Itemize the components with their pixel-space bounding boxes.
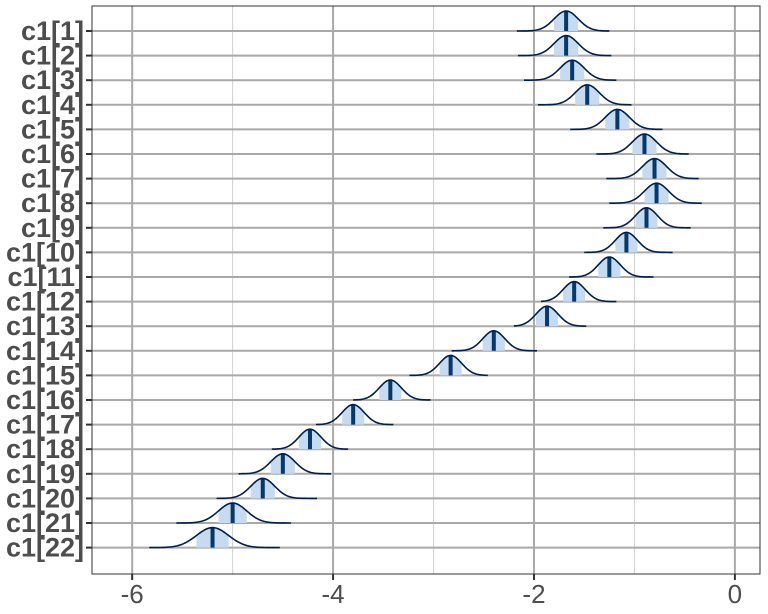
ridge-c1[5] [570,108,663,131]
ridge-density-outline [570,108,663,131]
ridge-density-outline [540,280,617,303]
ridge-density-outline [451,330,537,352]
ridge-density-outline [513,305,587,327]
y-tick-label: c1[15] [6,360,84,390]
ridge-density-outline [603,207,691,229]
ridge-c1[16] [353,379,431,401]
ridge-c1[4] [537,83,632,106]
ridge-density-outline [609,182,702,204]
y-tick-label: c1[12] [6,287,84,317]
ridge-c1[15] [409,354,488,377]
ridge-density-outline [596,133,689,155]
y-tick-label: c1[3] [21,65,84,95]
ridge-c1[21] [176,502,291,524]
ridge-density-outline [517,34,612,57]
y-tick-label: c1[11] [7,262,84,292]
ridge-c1[20] [216,477,318,500]
ridge-density-outline [353,379,431,401]
y-tick-label: c1[5] [21,114,84,144]
ridge-density-outline [409,354,488,377]
x-tick-label: -4 [322,579,345,609]
ridge-density-outline [216,477,318,500]
ridge-c1[1] [516,10,610,32]
ridge-density-outline [523,59,617,81]
ridge-density-outline [149,526,280,549]
ridge-c1[18] [271,428,349,450]
ridge-c1[17] [315,403,394,426]
y-tick-label: c1[21] [6,508,84,538]
ridge-c1[9] [603,207,691,229]
y-tick-label: c1[1] [21,16,84,46]
ridge-c1[10] [584,231,673,254]
plot-panel-border [91,5,761,575]
x-tick-label: -6 [121,579,144,609]
ridge-c1[12] [540,280,617,303]
ridge-density-outline [584,231,673,254]
y-tick-label: c1[17] [6,410,84,440]
ridge-density-outline [606,157,699,180]
y-tick-label: c1[19] [6,459,84,489]
ridge-density-outline [238,453,332,475]
ridge-density-outline [516,10,610,32]
y-tick-label: c1[10] [6,237,84,267]
y-axis: c1[1]c1[2]c1[3]c1[4]c1[5]c1[6]c1[7]c1[8]… [6,16,92,563]
x-tick-label: -2 [522,579,545,609]
y-tick-label: c1[2] [21,41,84,71]
density-ridges [149,10,702,549]
ridge-c1[3] [523,59,617,81]
ridge-density-outline [271,428,349,450]
x-tick-label: 0 [728,579,742,609]
ridge-c1[7] [606,157,699,180]
y-tick-label: c1[18] [6,434,84,464]
y-tick-label: c1[20] [6,483,84,513]
y-tick-label: c1[14] [6,336,84,366]
x-axis: -6 -4 -2 0 [121,574,742,609]
y-tick-label: c1[7] [21,164,84,194]
y-tick-label: c1[9] [21,213,84,243]
ridge-density-outline [176,502,291,524]
ridge-c1[8] [609,182,702,204]
ridge-density-outline [537,83,632,106]
ridge-c1[19] [238,453,332,475]
ridge-c1[13] [513,305,587,327]
ridge-c1[2] [517,34,612,57]
ridge-density-outline [569,256,654,278]
y-tick-label: c1[22] [6,533,84,563]
y-tick-label: c1[13] [6,311,84,341]
ridge-c1[22] [149,526,280,549]
ridge-c1[14] [451,330,537,352]
grid-lines [92,6,760,574]
ridge-density-outline [315,403,394,426]
y-tick-label: c1[8] [21,188,84,218]
ridge-c1[11] [569,256,654,278]
y-tick-label: c1[4] [21,90,84,120]
y-tick-label: c1[6] [21,139,84,169]
ridge-c1[6] [596,133,689,155]
y-tick-label: c1[16] [6,385,84,415]
